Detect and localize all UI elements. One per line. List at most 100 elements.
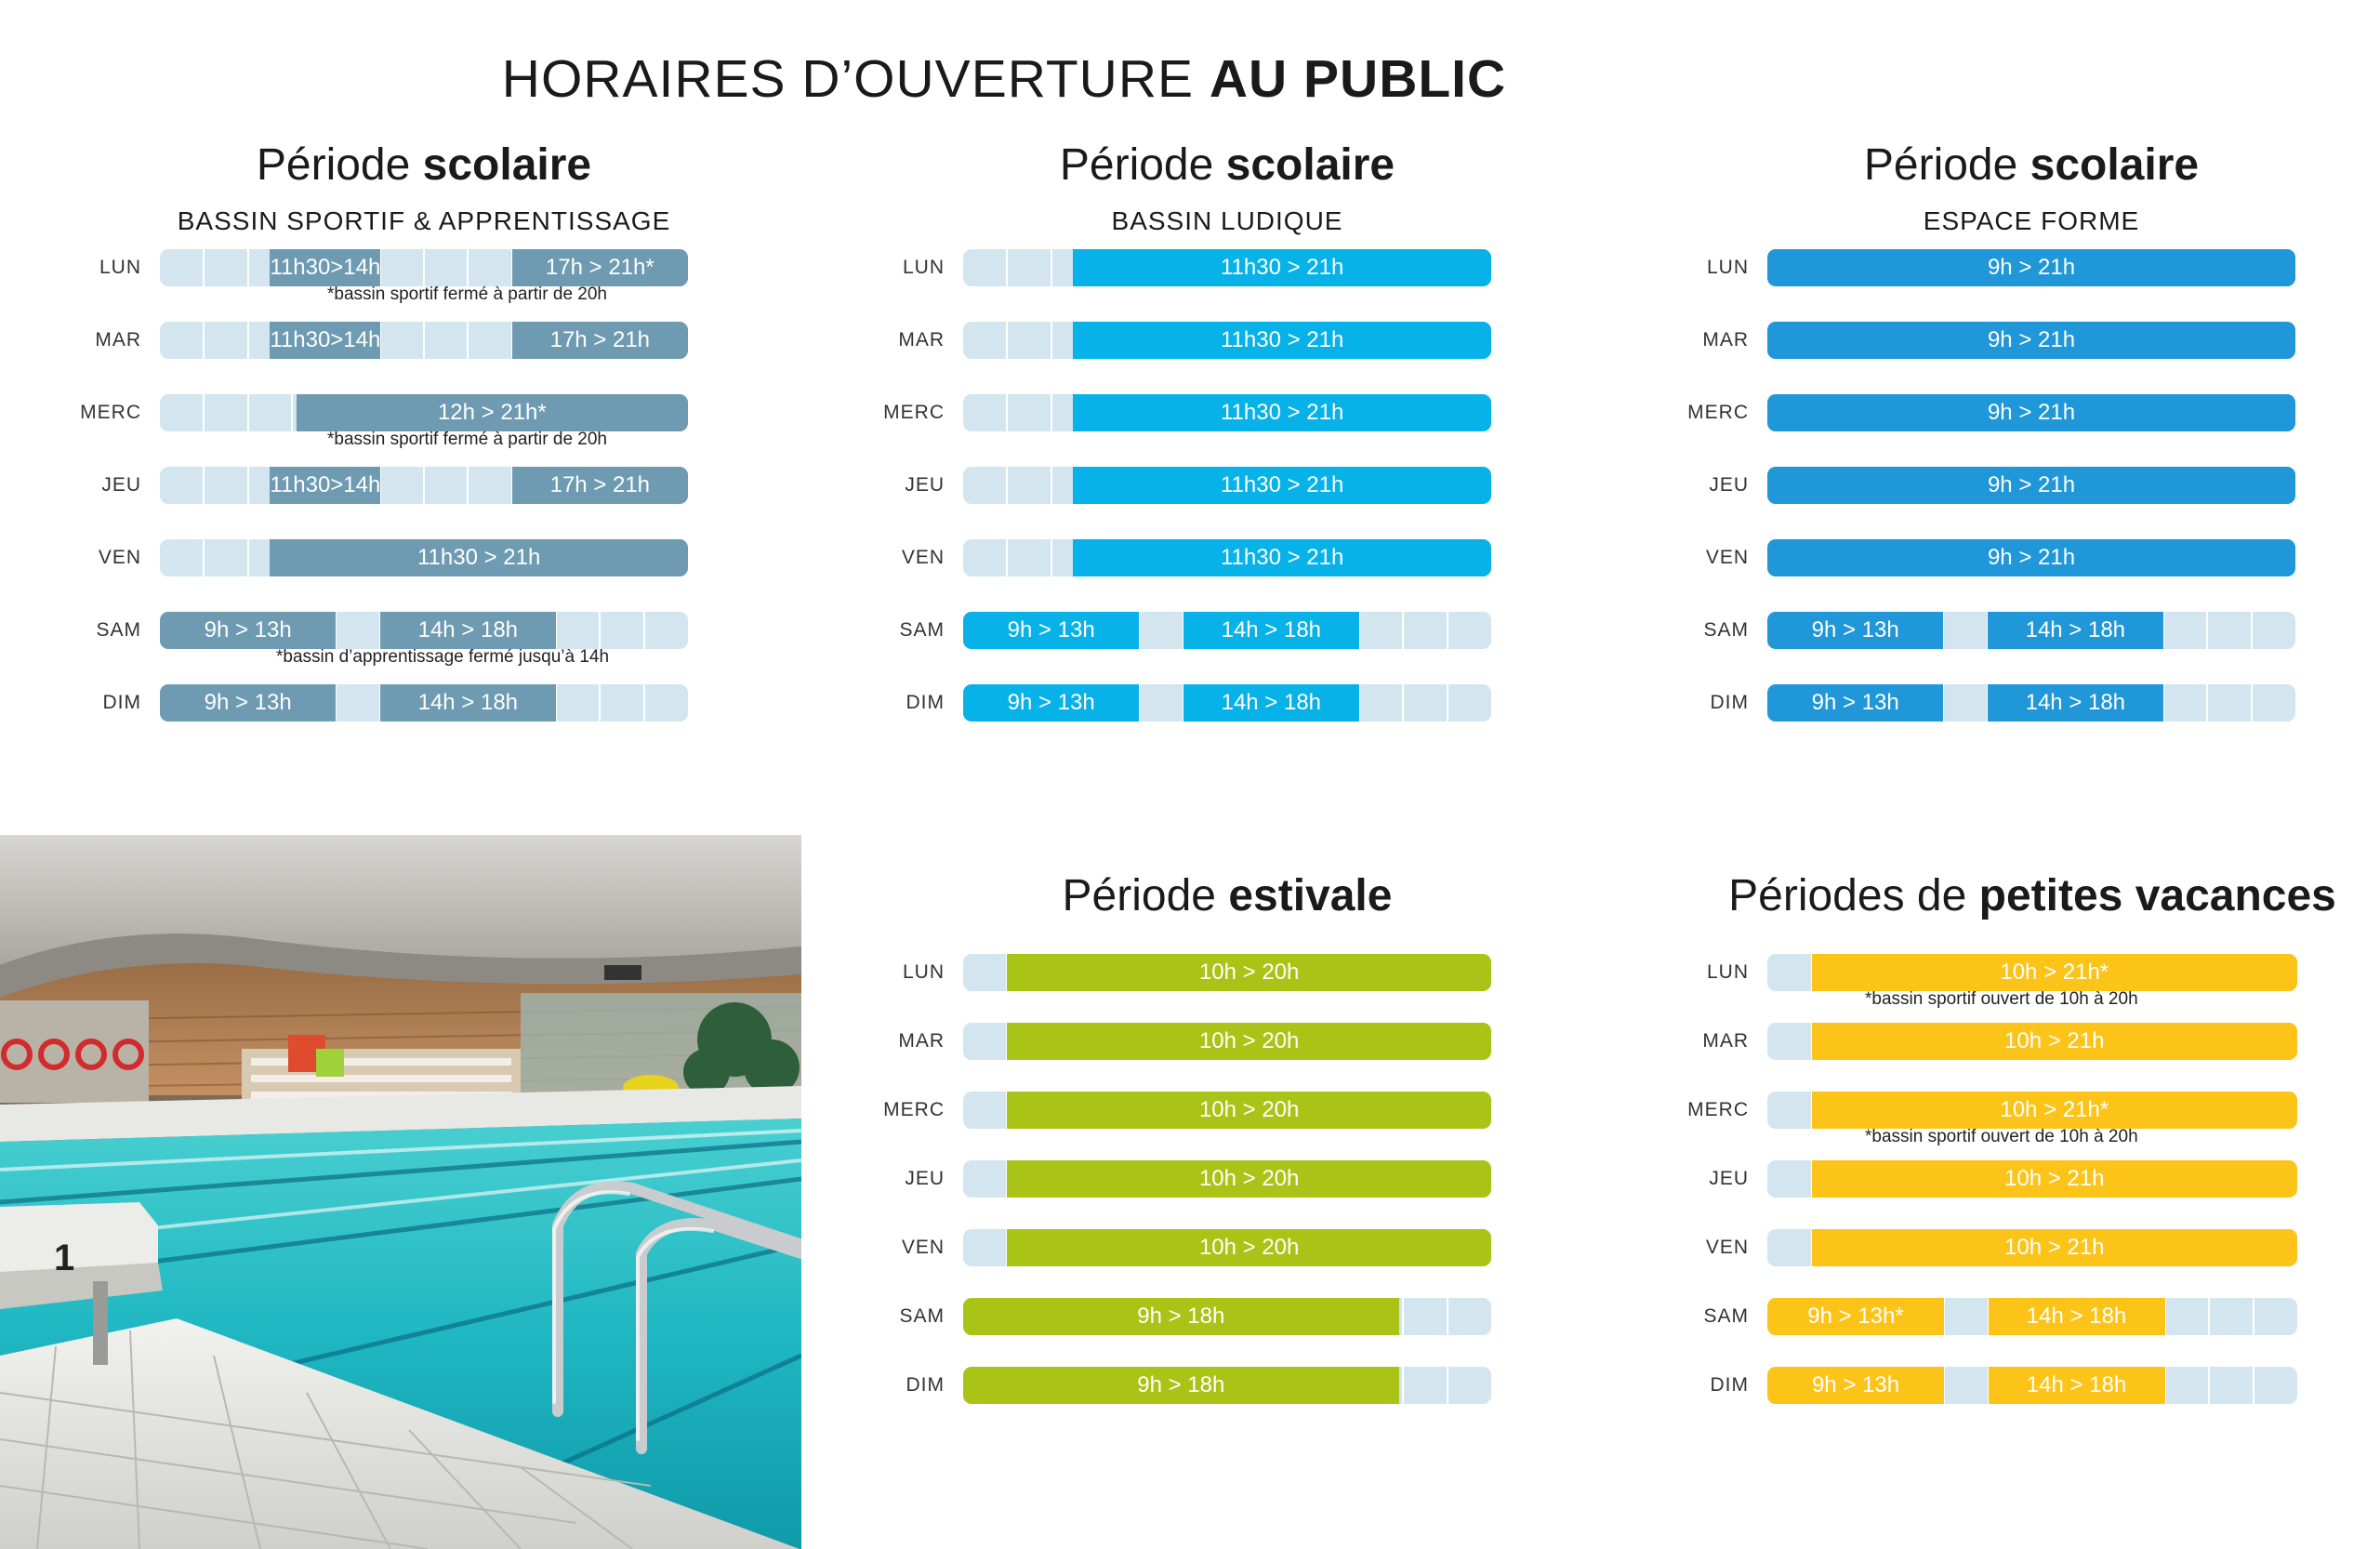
hours-bar: 10h > 20h [963, 1229, 1491, 1266]
bar-grid-line [246, 467, 249, 504]
day-label: MAR [1702, 1030, 1749, 1052]
schedule-row-dim: DIM 9h > 13h 14h > 18h [818, 684, 1599, 722]
day-label: SAM [1703, 1305, 1749, 1327]
bar-grid-line [1138, 684, 1141, 722]
schedule-row-sam: SAM 9h > 13h 14h > 18h [818, 612, 1599, 649]
hours-bar: 10h > 20h [963, 1023, 1491, 1060]
open-hours-segment: 11h30 > 21h [1073, 322, 1491, 359]
hours-bar: 9h > 13h 14h > 18h [160, 612, 688, 649]
bar-grid-line [1006, 467, 1009, 504]
open-hours-segment: 14h > 18h [1183, 612, 1359, 649]
bar-grid-line [246, 249, 249, 286]
section-title-bold: scolaire [2030, 140, 2200, 190]
schedule-row-lun: LUN 11h30>14h 17h > 21h* *bassin sportif fe… [0, 249, 809, 304]
day-label: MERC [1687, 402, 1749, 423]
schedule-row-ven: VEN 11h30 > 21h [0, 539, 809, 576]
bar-grid-line [1446, 684, 1448, 722]
open-hours-segment: 9h > 13h [160, 684, 337, 722]
hours-bar: 12h > 21h* [160, 394, 688, 431]
hours-bar: 9h > 13h 14h > 18h [160, 684, 688, 722]
day-label: MAR [898, 1030, 945, 1052]
bar-grid-line [467, 467, 469, 504]
open-hours-segment: 10h > 21h [1811, 1023, 2297, 1060]
bar-grid-line [1050, 539, 1052, 576]
section-title: Période scolaire [855, 139, 1599, 191]
bar-grid-line [642, 612, 645, 649]
hours-bar: 9h > 13h 14h > 18h [963, 684, 1491, 722]
bar-grid-line [1006, 394, 1009, 431]
open-hours-segment: 9h > 13h [160, 612, 337, 649]
schedule-row-dim: DIM 9h > 13h 14h > 18h [1618, 684, 2380, 722]
section-title-regular: Période [1059, 140, 1226, 190]
open-hours-segment: 11h30 > 21h [1073, 467, 1491, 504]
bar-grid-line [203, 322, 205, 359]
hours-bar: 10h > 21h* [1767, 1092, 2297, 1129]
hours-bar: 9h > 13h 14h > 18h [1767, 612, 2295, 649]
row-note: *bassin d’apprentissage fermé jusqu’à 14… [276, 647, 610, 667]
schedule-row-sam: SAM 9h > 13h 14h > 18h [1618, 612, 2380, 649]
hours-bar: 11h30 > 21h [963, 394, 1491, 431]
open-hours-segment: 9h > 21h [1767, 467, 2295, 504]
bar-grid-line [246, 322, 249, 359]
open-hours-segment: 10h > 20h [1007, 1160, 1491, 1198]
day-label: SAM [899, 619, 945, 641]
day-label: MERC [80, 402, 141, 423]
day-label: JEU [1709, 1168, 1749, 1189]
bar-grid-line [2250, 612, 2253, 649]
open-hours-segment: 10h > 21h* [1811, 1092, 2297, 1129]
open-hours-segment: 10h > 20h [1007, 1023, 1491, 1060]
hours-bar: 9h > 18h [963, 1298, 1491, 1335]
bar-grid-line [378, 467, 381, 504]
bar-grid-line [1050, 394, 1052, 431]
hours-bar: 9h > 13h 14h > 18h [1767, 684, 2295, 722]
lane-number: 1 [54, 1238, 74, 1278]
schedule-row-sam: SAM 9h > 18h [818, 1298, 1599, 1335]
schedule-row-merc: MERC 9h > 21h [1618, 394, 2380, 431]
schedule-row-mar: MAR 9h > 21h [1618, 322, 2380, 359]
section-title-regular: Période [256, 140, 423, 190]
schedule-row-jeu: JEU 9h > 21h [1618, 467, 2380, 504]
schedule-row-mar: MAR 11h30 > 21h [818, 322, 1599, 359]
hours-bar: 10h > 21h [1767, 1160, 2297, 1198]
day-label: SAM [96, 619, 141, 641]
bar-grid-line [1358, 612, 1360, 649]
open-hours-segment: 10h > 21h* [1811, 954, 2297, 991]
open-hours-segment: 14h > 18h [1988, 1367, 2165, 1404]
hours-bar: 11h30 > 21h [963, 467, 1491, 504]
day-label: LUN [1706, 257, 1749, 278]
schedule-row-lun: LUN 10h > 21h* *bassin sportif ouvert de 1… [1636, 954, 2380, 1009]
day-label: VEN [901, 547, 945, 568]
schedule-row-mar: MAR 10h > 20h [818, 1023, 1599, 1060]
hours-bar: 10h > 21h [1767, 1023, 2297, 1060]
bar-grid-line [335, 684, 337, 722]
open-hours-segment: 10h > 20h [1007, 954, 1491, 991]
day-label: DIM [906, 692, 945, 713]
hours-bar: 9h > 21h [1767, 539, 2295, 576]
open-hours-segment: 14h > 18h [1987, 612, 2163, 649]
open-hours-segment: 9h > 21h [1767, 394, 2295, 431]
bar-grid-line [203, 249, 205, 286]
bar-grid-line [2250, 684, 2253, 722]
schedule-row-jeu: JEU 10h > 20h [818, 1160, 1599, 1198]
hours-bar: 11h30 > 21h [963, 249, 1491, 286]
schedule-row-merc: MERC 11h30 > 21h [818, 394, 1599, 431]
bar-grid-line [555, 684, 557, 722]
bar-grid-line [467, 249, 469, 286]
schedule-row-jeu: JEU 10h > 21h [1636, 1160, 2380, 1198]
section-title-bold: scolaire [1225, 140, 1395, 190]
schedule-row-dim: DIM 9h > 18h [818, 1367, 1599, 1404]
day-label: JEU [101, 474, 141, 496]
section-title-regular: Période [1062, 871, 1229, 920]
day-label: MAR [95, 329, 141, 351]
open-hours-segment: 14h > 18h [379, 684, 556, 722]
bar-grid-line [2162, 612, 2164, 649]
day-label: LUN [1706, 961, 1749, 983]
schedule-row-merc: MERC 10h > 20h [818, 1092, 1599, 1129]
section-title-bold: estivale [1228, 871, 1393, 920]
bar-grid-line [203, 394, 205, 431]
day-label: MERC [883, 1099, 945, 1120]
open-hours-segment: 14h > 18h [379, 612, 556, 649]
bar-grid-line [1446, 1367, 1448, 1404]
section-title-regular: Périodes de [1728, 871, 1979, 920]
schedule-section-sportif: Période scolaire BASSIN SPORTIF & APPRENT… [0, 0, 809, 1549]
